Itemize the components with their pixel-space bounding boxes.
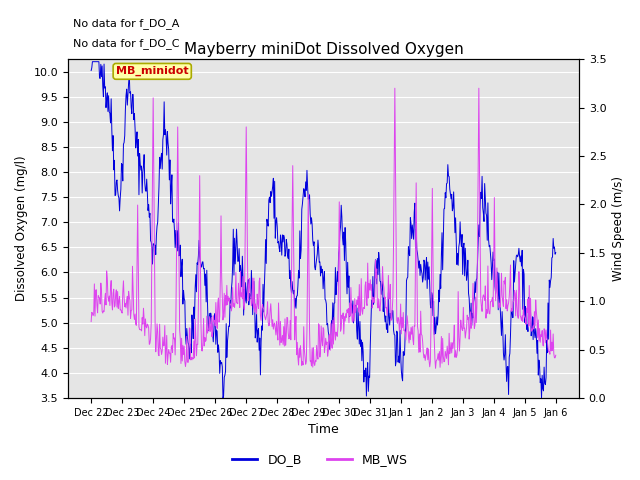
Y-axis label: Dissolved Oxygen (mg/l): Dissolved Oxygen (mg/l): [15, 156, 28, 301]
Y-axis label: Wind Speed (m/s): Wind Speed (m/s): [612, 176, 625, 281]
Text: MB_minidot: MB_minidot: [116, 66, 189, 76]
X-axis label: Time: Time: [308, 423, 339, 436]
Text: No data for f_DO_A: No data for f_DO_A: [73, 18, 179, 29]
Title: Mayberry miniDot Dissolved Oxygen: Mayberry miniDot Dissolved Oxygen: [184, 42, 463, 57]
Text: No data for f_DO_C: No data for f_DO_C: [73, 38, 179, 49]
Legend: DO_B, MB_WS: DO_B, MB_WS: [227, 448, 413, 471]
